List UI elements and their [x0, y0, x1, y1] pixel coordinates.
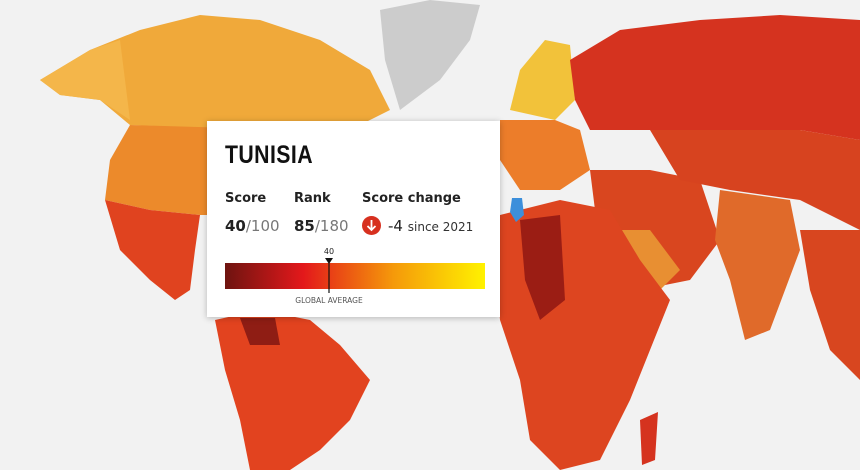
score-value: 40: [225, 217, 246, 235]
greenland: [380, 0, 480, 110]
rank-value: 85: [294, 217, 315, 235]
alaska: [40, 40, 130, 120]
score-label: Score: [225, 191, 267, 206]
rank-label: Rank: [294, 191, 331, 206]
scandinavia: [510, 40, 575, 120]
south-america: [215, 310, 370, 470]
change-value: -4: [388, 217, 403, 235]
gauge: 40 GLOBAL AVERAGE: [225, 247, 485, 305]
marker-label: 40: [324, 247, 334, 256]
rank-total: /180: [314, 217, 349, 235]
change-icon: [362, 216, 381, 235]
score: 40/100: [225, 217, 280, 235]
central-asia: [650, 130, 860, 230]
score-max: /100: [245, 217, 280, 235]
madagascar: [640, 412, 658, 465]
arrow-down: [366, 220, 377, 232]
tunisia: [510, 198, 524, 222]
country-name: TUNISIA: [225, 141, 313, 169]
libya: [520, 215, 565, 320]
change-since: since 2021: [407, 220, 474, 234]
russia: [570, 15, 860, 140]
europe: [500, 120, 590, 190]
marker-head: [325, 258, 333, 264]
se-asia: [800, 230, 860, 380]
gauge-caption: GLOBAL AVERAGE: [295, 296, 363, 305]
change: -4 since 2021: [388, 217, 473, 235]
change-label: Score change: [362, 191, 461, 206]
india: [715, 190, 800, 340]
venezuela: [240, 318, 280, 345]
country-tooltip: TUNISIA Score Rank Score change 40/100 8…: [207, 121, 500, 317]
rank: 85/180: [294, 217, 349, 235]
mexico: [105, 200, 200, 300]
gauge-bar: [225, 263, 485, 289]
